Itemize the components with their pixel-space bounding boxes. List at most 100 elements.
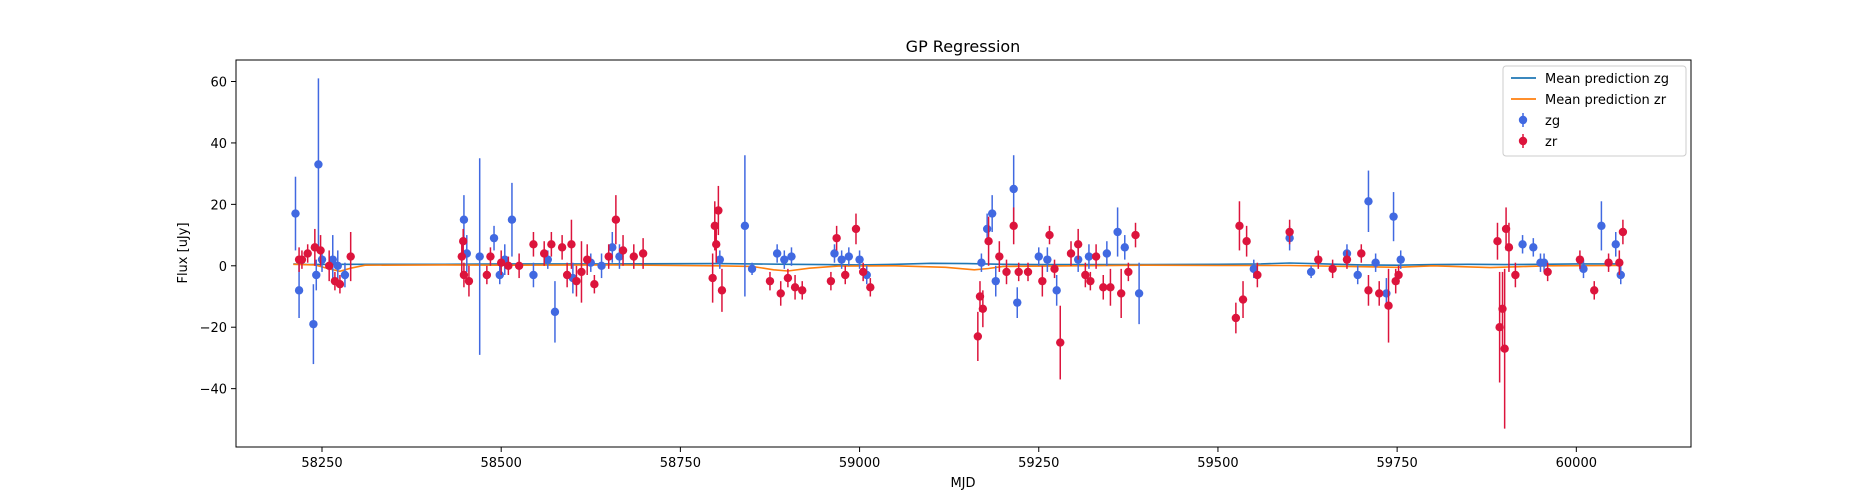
- zg-point: [1364, 197, 1373, 206]
- zg-point: [1052, 286, 1061, 295]
- zr-point: [776, 289, 785, 298]
- zr-point: [1500, 344, 1509, 353]
- zr-point: [297, 255, 307, 264]
- zg-point: [615, 252, 624, 261]
- zg-point: [1134, 289, 1144, 298]
- zr-point: [1604, 258, 1613, 267]
- zr-point: [1009, 221, 1018, 231]
- zr-point: [798, 286, 807, 295]
- zg-point: [543, 255, 552, 264]
- zg-point: [747, 264, 757, 274]
- zr-point: [1091, 252, 1101, 261]
- zg-point: [991, 276, 1000, 286]
- zr-point: [1511, 270, 1520, 280]
- y-tick-label: −20: [200, 321, 227, 336]
- zg-point: [715, 255, 725, 264]
- zr-point: [1014, 267, 1023, 277]
- x-tick-label: 60000: [1556, 456, 1597, 471]
- zr-point: [496, 258, 506, 267]
- zr-point: [1045, 230, 1054, 240]
- zr-point: [851, 224, 861, 234]
- zr-point: [708, 273, 717, 283]
- zg-point: [309, 319, 318, 329]
- zr-point: [1501, 224, 1511, 234]
- zg-point: [780, 255, 789, 264]
- legend-marker-swatch: [1518, 115, 1528, 125]
- zg-point: [855, 255, 864, 264]
- legend-label: Mean prediction zg: [1545, 72, 1669, 87]
- zr-point: [858, 267, 868, 277]
- series-zg: [291, 78, 1625, 365]
- zr-point: [567, 240, 576, 249]
- y-tick-label: −40: [200, 383, 227, 398]
- zr-point: [1342, 255, 1352, 264]
- zg-point: [340, 270, 350, 280]
- zr-point: [324, 261, 334, 270]
- zg-point: [1611, 240, 1620, 249]
- zr-point: [717, 286, 727, 295]
- legend-label: Mean prediction zr: [1545, 93, 1667, 108]
- zr-point: [346, 252, 355, 261]
- zg-point: [787, 252, 796, 261]
- y-tick-label: 0: [219, 260, 227, 275]
- zr-point: [1543, 267, 1552, 277]
- zr-point: [1116, 289, 1126, 298]
- zr-point: [765, 276, 775, 286]
- zg-point: [1084, 252, 1094, 261]
- zr-point: [583, 255, 592, 264]
- zr-point: [482, 270, 492, 280]
- zg-point: [1616, 270, 1625, 280]
- legend-label: zr: [1545, 135, 1558, 150]
- zg-point: [1371, 258, 1380, 267]
- zr-point: [1023, 267, 1033, 277]
- chart-title: GP Regression: [906, 37, 1021, 56]
- legend: Mean prediction zg Mean prediction zr zg zr: [1502, 65, 1687, 157]
- zr-point: [604, 252, 613, 261]
- zg-point: [830, 249, 839, 258]
- zr-point: [783, 273, 793, 283]
- zg-point: [475, 252, 484, 261]
- x-tick-label: 58500: [481, 456, 522, 471]
- zg-point: [1382, 289, 1391, 298]
- mean-prediction-lines: [293, 262, 1620, 273]
- zr-point: [638, 249, 648, 258]
- x-tick-label: 59000: [839, 456, 880, 471]
- zr-point: [540, 249, 549, 258]
- zr-point: [1002, 267, 1011, 277]
- y-axis: −40 −20 0 20 40 60: [200, 76, 236, 398]
- legend-label: zg: [1545, 114, 1560, 129]
- zg-point: [844, 252, 854, 261]
- x-axis: 58250 58500 58750 59000 59250 59500 59750 60000: [301, 447, 1597, 471]
- zg-point: [1529, 243, 1538, 252]
- zg-point: [837, 255, 846, 264]
- zg-point: [772, 249, 782, 258]
- zg-point: [1396, 255, 1405, 264]
- zg-point: [977, 258, 986, 267]
- zr-point: [1131, 230, 1140, 240]
- zg-point: [333, 261, 342, 270]
- zg-point: [550, 307, 560, 317]
- x-tick-label: 59250: [1018, 456, 1059, 471]
- zg-point: [1306, 267, 1316, 277]
- y-tick-label: 40: [210, 137, 227, 152]
- zg-point: [1597, 221, 1606, 231]
- zr-point: [1590, 286, 1599, 295]
- zg-point: [489, 233, 499, 243]
- zr-point: [1618, 227, 1628, 237]
- zg-point: [740, 221, 750, 231]
- zr-point: [1384, 301, 1393, 310]
- zg-point: [987, 209, 997, 218]
- x-tick-label: 58250: [301, 456, 342, 471]
- zr-point: [1238, 295, 1248, 304]
- zg-point: [317, 255, 327, 264]
- zr-point: [335, 280, 345, 289]
- zr-point: [629, 252, 638, 261]
- x-axis-label: MJD: [950, 476, 975, 491]
- zg-point: [312, 270, 321, 280]
- zr-point: [611, 215, 621, 224]
- zr-point: [590, 280, 599, 289]
- zg-point: [1009, 184, 1018, 194]
- x-tick-label: 59750: [1376, 456, 1417, 471]
- zr-point: [1106, 283, 1115, 292]
